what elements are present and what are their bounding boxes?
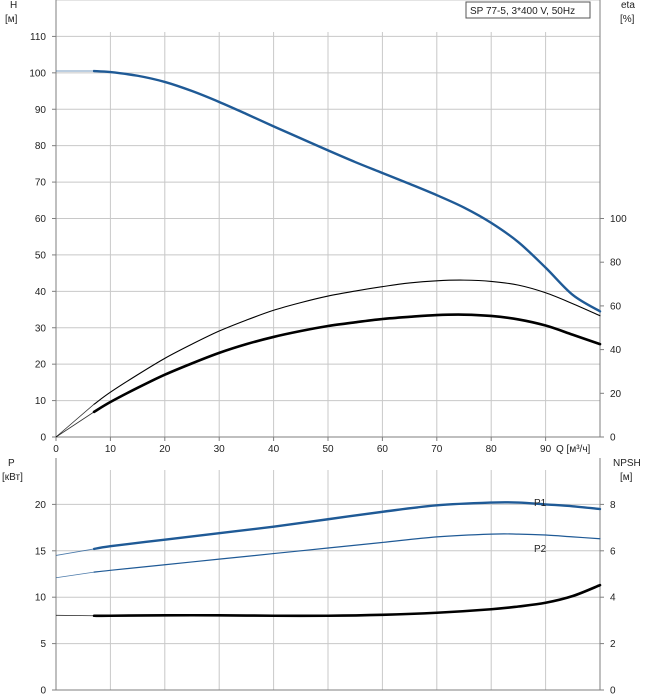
- p-axis-title: P: [8, 458, 15, 469]
- h-tick-label: 60: [35, 214, 47, 225]
- x-tick-label: 80: [486, 444, 498, 455]
- p2-curve: [93, 533, 601, 573]
- p-tick-label: 20: [35, 500, 47, 511]
- npsh-tick-label: 6: [610, 546, 616, 557]
- h-tick-label: 30: [35, 323, 47, 334]
- npsh-tick-label: 0: [610, 686, 616, 697]
- h-tick-label: 70: [35, 178, 47, 189]
- h-tick-label: 40: [35, 287, 47, 298]
- axes-layer: [52, 0, 604, 691]
- x-tick-label: 40: [268, 444, 280, 455]
- eta_hydraulic-curve-leadin: [55, 403, 95, 438]
- eta-tick-label: 60: [610, 301, 622, 312]
- eta_total-curve-leadin: [55, 411, 95, 438]
- eta-tick-label: 20: [610, 389, 622, 400]
- labels-layer: 0 10 20 30 40 50 60 70 80 90010203040506070809010…: [29, 32, 627, 697]
- legend-box-text: SP 77-5, 3*400 V, 50Hz: [470, 6, 575, 17]
- h-axis-title: H: [10, 0, 17, 11]
- eta-axis-unit: [%]: [620, 14, 635, 25]
- eta_hydraulic-curve: [93, 279, 601, 405]
- eta-tick-label: 100: [610, 214, 627, 225]
- npsh-tick-label: 4: [610, 593, 616, 604]
- p-axis-unit: [кВт]: [2, 472, 23, 483]
- p2-series-label: P2: [534, 544, 547, 555]
- h-tick-label: 80: [35, 141, 47, 152]
- p-tick-label: 5: [40, 639, 46, 650]
- legend-box-frame: [465, 1, 591, 19]
- eta-tick-label: 0: [610, 433, 616, 444]
- x-tick-label: 30: [214, 444, 226, 455]
- eta_total-curve: [92, 313, 602, 414]
- grid-layer: [55, 0, 601, 691]
- h-tick-label: 90: [35, 105, 47, 116]
- p2-curve-leadin: [55, 571, 95, 579]
- eta-tick-label: 40: [610, 345, 622, 356]
- p1-curve: [92, 501, 602, 551]
- p-tick-label: 0: [40, 686, 46, 697]
- head-curve: [92, 69, 602, 313]
- q-axis-label: Q [м³/ч]: [556, 444, 591, 455]
- h-tick-label: 50: [35, 250, 47, 261]
- eta-tick-label: 80: [610, 258, 622, 269]
- x-tick-label: 70: [431, 444, 443, 455]
- x-tick-label: 90: [540, 444, 552, 455]
- eta-axis-title: eta: [621, 0, 635, 11]
- npsh-tick-label: 8: [610, 500, 616, 511]
- x-tick-label: 50: [322, 444, 334, 455]
- h-axis-unit: [м]: [5, 14, 18, 25]
- x-tick-label: 10: [105, 444, 117, 455]
- p-tick-label: 15: [35, 546, 47, 557]
- legend-box: SP 77-5, 3*400 V, 50Hz: [465, 1, 591, 19]
- npsh-curve: [92, 583, 602, 618]
- npsh-axis-unit: [м]: [620, 472, 633, 483]
- h-tick-label: 20: [35, 360, 47, 371]
- h-tick-label: 100: [29, 68, 46, 79]
- npsh-tick-label: 2: [610, 639, 616, 650]
- h-tick-label: 10: [35, 396, 47, 407]
- x-tick-label: 60: [377, 444, 389, 455]
- h-tick-label: 110: [30, 32, 46, 43]
- p1-curve-leadin: [55, 548, 95, 556]
- p-tick-label: 10: [35, 593, 47, 604]
- series-layer: [55, 69, 602, 618]
- p1-series-label: P1: [534, 498, 547, 509]
- x-tick-label: 0: [53, 444, 59, 455]
- h-tick-label: 0: [40, 433, 46, 444]
- x-tick-label: 20: [159, 444, 171, 455]
- npsh-axis-title: NPSH: [613, 458, 641, 469]
